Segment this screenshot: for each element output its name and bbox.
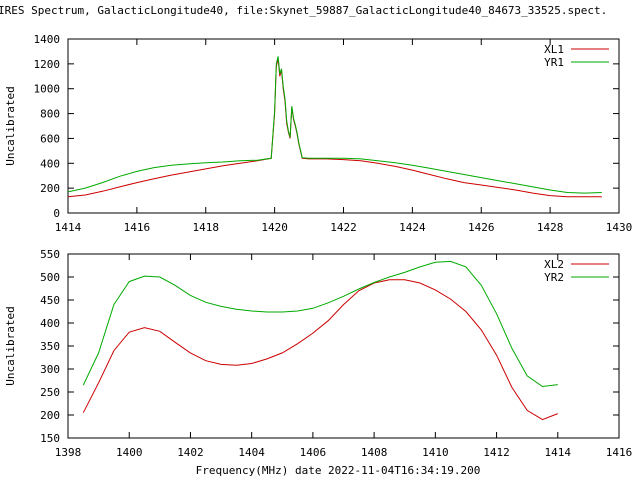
x-tick-label: 1414 (55, 221, 82, 234)
y-axis-label: Uncalibrated (4, 306, 17, 385)
series-line-yr2 (82, 260, 558, 388)
x-tick-label: 1416 (606, 446, 633, 459)
x-tick-label: 1398 (55, 446, 82, 459)
y-tick-label: 200 (40, 409, 60, 422)
y-tick-label: 400 (40, 317, 60, 330)
bottom-panel: 150 200 250 300 350 400 450 500 550 1398 1400 1402 1… (4, 248, 632, 459)
x-tick-label: 1404 (238, 446, 265, 459)
y-tick-label: 1200 (34, 58, 61, 71)
y-tick-label: 250 (40, 386, 60, 399)
y-tick-label: 150 (40, 432, 60, 445)
y-tick-label: 500 (40, 271, 60, 284)
x-tick-label: 1428 (537, 221, 564, 234)
x-axis-label: Frequency(MHz) date 2022-11-04T16:34:19.… (196, 464, 481, 477)
y-tick-label: 350 (40, 340, 60, 353)
y-tick-label: 400 (40, 157, 60, 170)
x-tick-label: 1416 (124, 221, 151, 234)
top-panel: 0 200 400 600 800 1000 1200 1400 1414 1416 1418 142… (4, 33, 632, 234)
x-tick-label: 1414 (545, 446, 572, 459)
x-tick-label: 1410 (422, 446, 449, 459)
legend-label: YR1 (544, 56, 564, 69)
y-tick-label: 300 (40, 363, 60, 376)
x-tick-label: 1412 (483, 446, 510, 459)
plot-frame (67, 38, 620, 214)
plot-frame (67, 253, 620, 439)
y-tick-label: 1400 (34, 33, 61, 46)
x-tick-label: 1426 (468, 221, 495, 234)
y-tick-label: 1000 (34, 83, 61, 96)
x-tick-label: 1402 (177, 446, 204, 459)
series-line-yr1 (67, 56, 602, 194)
chart-title: IRES Spectrum, GalacticLongitude40, file… (0, 4, 607, 17)
x-tick-label: 1406 (300, 446, 327, 459)
x-tick-label: 1408 (361, 446, 388, 459)
x-tick-label: 1400 (116, 446, 143, 459)
legend-label: XL1 (544, 43, 564, 56)
series-line-xl1 (67, 58, 602, 198)
series-line-xl2 (82, 279, 558, 421)
legend-label: YR2 (544, 271, 564, 284)
y-tick-label: 450 (40, 294, 60, 307)
y-tick-label: 200 (40, 182, 60, 195)
x-tick-label: 1422 (330, 221, 357, 234)
y-tick-label: 800 (40, 108, 60, 121)
x-tick-label: 1424 (399, 221, 426, 234)
y-axis-label: Uncalibrated (4, 86, 17, 165)
y-tick-label: 0 (53, 207, 60, 220)
y-tick-label: 600 (40, 132, 60, 145)
legend-label: XL2 (544, 258, 564, 271)
x-tick-label: 1420 (261, 221, 288, 234)
y-tick-label: 550 (40, 248, 60, 261)
x-tick-label: 1418 (193, 221, 220, 234)
x-tick-label: 1430 (606, 221, 633, 234)
